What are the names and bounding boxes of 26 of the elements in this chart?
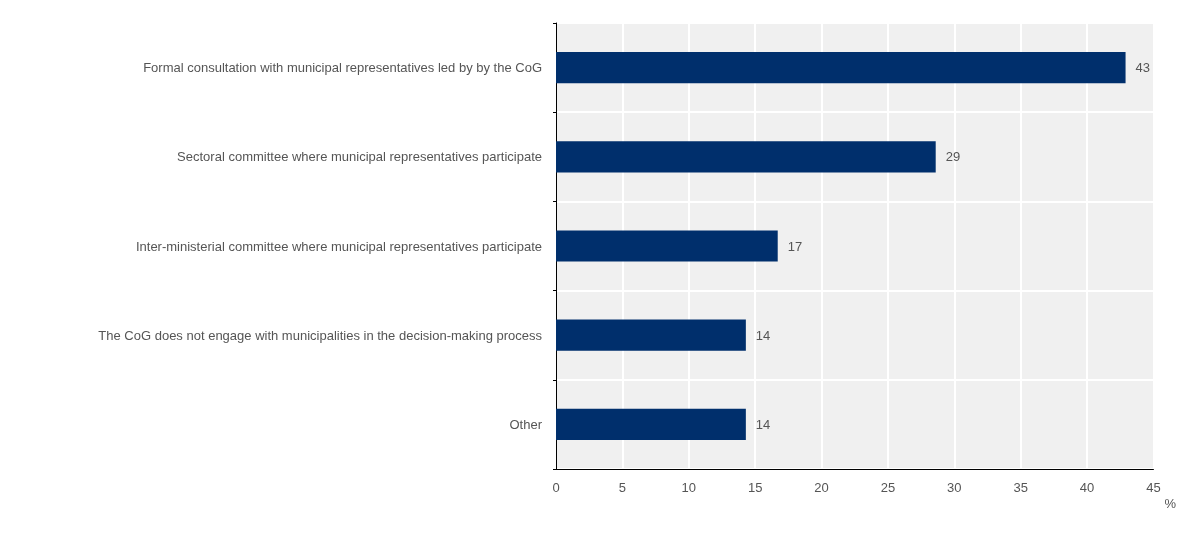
data-label: 14: [755, 416, 771, 432]
x-tick-label: 0: [552, 480, 560, 495]
data-label: 14: [755, 327, 771, 343]
y-tick-label: Inter-ministerial committee where municipal representatives participate: [135, 238, 542, 254]
x-axis-title: %: [1164, 496, 1177, 511]
x-tick-label: 30: [947, 480, 962, 495]
x-tick-label: 25: [880, 480, 896, 495]
bar: [556, 141, 936, 173]
x-tick-label: 5: [618, 480, 626, 495]
y-tick-label: Other: [509, 416, 543, 432]
y-tick-label: Sectoral committee where municipal representatives participate: [177, 149, 542, 165]
x-tick-label: 15: [747, 480, 763, 495]
bar: [556, 319, 746, 351]
bar: [556, 408, 746, 441]
bar: [556, 51, 1126, 84]
x-tick-label: 20: [814, 480, 829, 495]
x-tick-label: 10: [681, 480, 696, 495]
data-label: 43: [1135, 60, 1151, 76]
x-tick-label: 40: [1079, 480, 1095, 495]
y-tick-label: Formal consultation with municipal representatives led by by the CoG: [143, 60, 542, 76]
bar: [556, 230, 778, 262]
x-tick-label: 45: [1146, 480, 1161, 495]
data-label: 29: [945, 149, 961, 165]
x-tick-label: 35: [1013, 480, 1028, 495]
y-tick-label: The CoG does not engage with municipalities in the decision-making process: [98, 327, 543, 343]
data-label: 17: [787, 238, 803, 254]
